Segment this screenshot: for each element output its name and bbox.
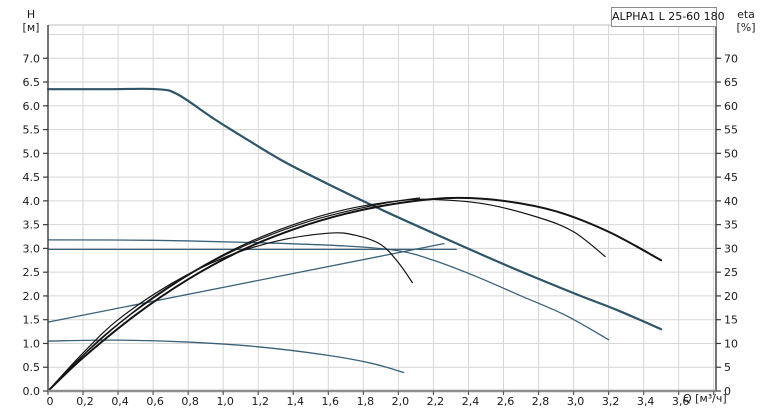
curve-eta-speed-3-max <box>47 196 663 392</box>
left-axis-title-unit: [м] <box>22 21 40 34</box>
y-right-tick-label: 70 <box>724 52 738 65</box>
y-left-tick-label: 1.0 <box>23 337 41 350</box>
axes: 0.0 0.5 1.0 1.5 2.0 2.5 3.0 3.5 4.0 4.5 5.0 5.5 6.0 6… <box>23 25 738 408</box>
y-right-tick-label: 40 <box>724 195 738 208</box>
y-right-tick-label: 30 <box>724 242 738 255</box>
x-tick-label: 0,2 <box>76 395 94 408</box>
left-axis-title: H [м] <box>14 8 48 34</box>
x-tick-label: 2,4 <box>462 395 480 408</box>
curve-proportional-pressure-line <box>47 242 445 323</box>
x-tick-label: 3,2 <box>602 395 620 408</box>
y-left-tick-label: 6.0 <box>23 100 41 113</box>
y-left-tick-label: 3.0 <box>23 242 41 255</box>
left-axis-title-symbol: H <box>26 8 36 21</box>
y-right-tick-label: 10 <box>724 337 738 350</box>
y-right-tick-label: 20 <box>724 290 738 303</box>
grid <box>48 24 716 391</box>
x-tick-label: 2,8 <box>532 395 550 408</box>
x-tick-label: 2,6 <box>497 395 515 408</box>
x-tick-label: 1,8 <box>357 395 375 408</box>
x-tick-label: 3,0 <box>567 395 585 408</box>
pump-model-label: ALPHA1 L 25-60 180 <box>611 7 725 27</box>
y-right-tick-label: 45 <box>724 171 738 184</box>
curve-eta-proportional-pressure <box>47 197 421 392</box>
qh-curves <box>46 87 663 374</box>
y-left-tick-label: 5.5 <box>23 124 41 137</box>
y-left-tick-label: 0.0 <box>23 385 41 398</box>
y-left-tick-label: 0.5 <box>23 361 41 374</box>
x-tick-label: 1,2 <box>251 395 269 408</box>
x-axis-title: Q [м³/ч] <box>683 392 727 405</box>
x-tick-label: 0,6 <box>146 395 164 408</box>
y-left-tick-label: 4.0 <box>23 195 41 208</box>
y-left-tick-label: 6.5 <box>23 76 41 89</box>
y-right-tick-label: 5 <box>724 361 731 374</box>
right-axis-title: eta [%] <box>726 8 766 34</box>
eta-curves <box>47 196 663 392</box>
x-tick-label: 3,6 <box>672 395 690 408</box>
y-right-tick-label: 15 <box>724 314 738 327</box>
y-left-tick-label: 7.0 <box>23 52 41 65</box>
y-right-tick-label: 55 <box>724 124 738 137</box>
y-left-tick-label: 3.5 <box>23 219 41 232</box>
right-axis-title-unit: [%] <box>736 21 756 34</box>
curve-eta-speed-1-min <box>47 232 413 392</box>
x-tick-label: 1,0 <box>216 395 234 408</box>
right-axis-title-symbol: eta <box>737 8 755 21</box>
x-tick-label: 2,2 <box>427 395 445 408</box>
x-tick-label: 3,4 <box>637 395 655 408</box>
y-right-tick-label: 25 <box>724 266 738 279</box>
curve-eta-speed-2 <box>47 198 606 392</box>
y-left-tick-label: 2.0 <box>23 290 41 303</box>
y-left-tick-label: 1.5 <box>23 314 41 327</box>
curve-qh-speed-3-max <box>46 87 663 331</box>
x-tick-label: 0,8 <box>181 395 199 408</box>
y-left-tick-label: 4.5 <box>23 171 41 184</box>
x-tick-label: 1,6 <box>322 395 340 408</box>
y-right-tick-label: 0 <box>724 385 731 398</box>
y-right-tick-label: 35 <box>724 219 738 232</box>
x-tick-label: 1,4 <box>287 395 305 408</box>
curve-qh-speed-1-min <box>47 339 405 374</box>
y-right-tick-label: 60 <box>724 100 738 113</box>
x-tick-label: 0,4 <box>111 395 129 408</box>
y-left-tick-label: 5.0 <box>23 147 41 160</box>
y-right-tick-label: 50 <box>724 147 738 160</box>
x-tick-label: 2,0 <box>392 395 410 408</box>
curve-qh-speed-2 <box>47 239 610 341</box>
y-right-tick-label: 65 <box>724 76 738 89</box>
x-tick-label: 0 <box>47 395 54 408</box>
y-left-tick-label: 2.5 <box>23 266 41 279</box>
